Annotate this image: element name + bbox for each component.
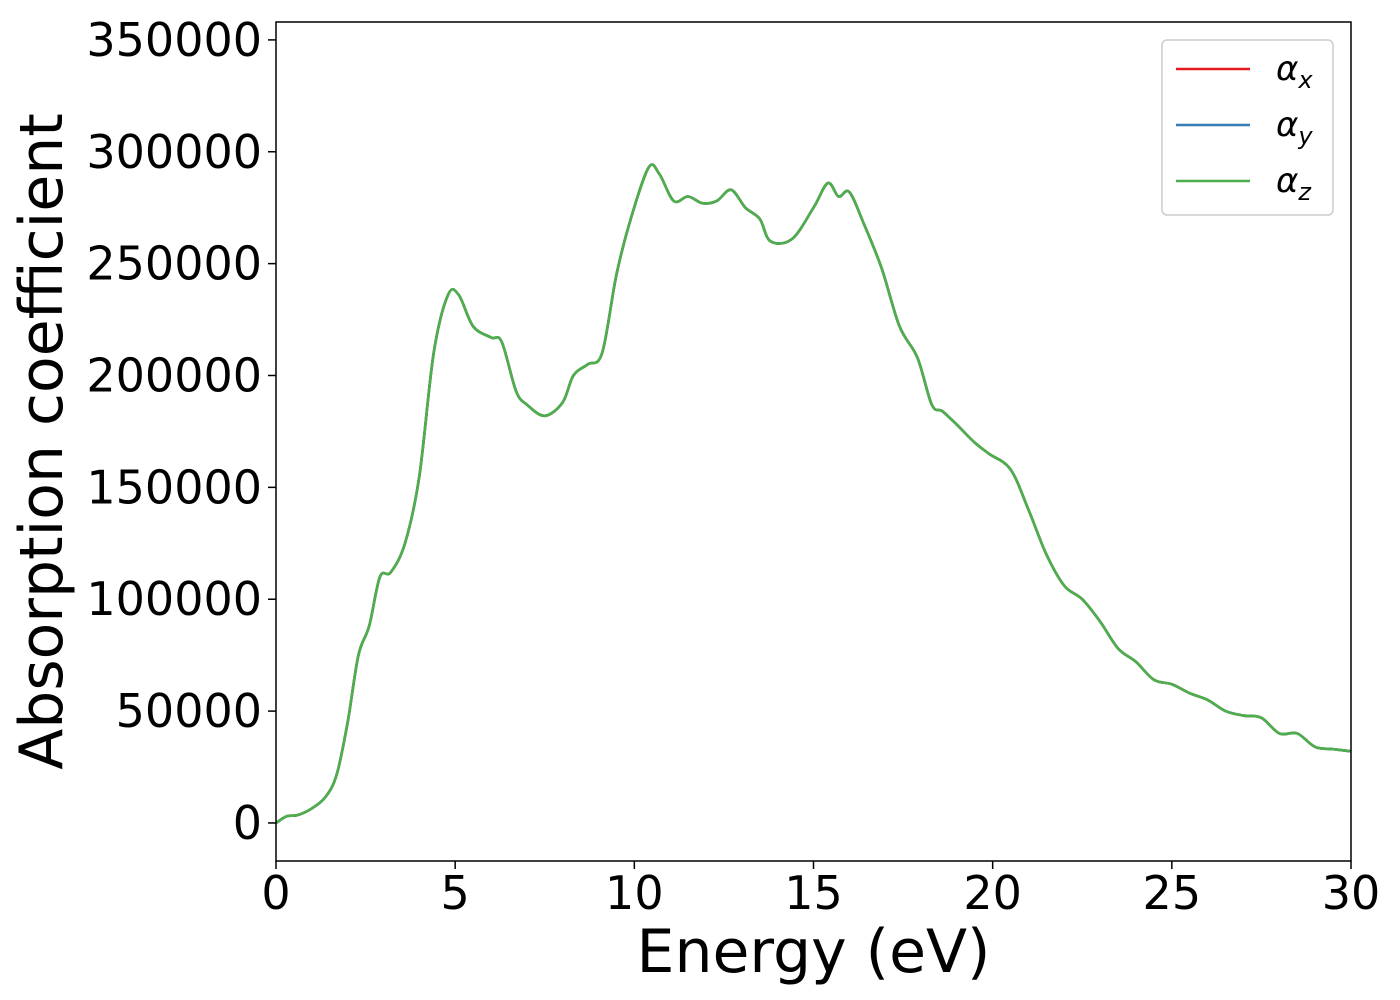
y-axis-ticks: 0 50000 100000 150000 200000 250000 300000 3500… [86,13,276,850]
x-tick-label: 5 [441,866,470,920]
legend-box [1161,39,1334,216]
y-tick-label: 350000 [86,13,262,67]
plot-area [275,21,1352,862]
x-axis-ticks: 0 5 10 15 20 25 30 [261,861,1380,920]
legend-label-x: αx [1276,49,1313,94]
series-line-z [276,163,1351,825]
x-axis-title: Energy (eV) [637,917,991,987]
y-axis-title: Absorption coefficient [7,113,77,770]
y-tick-label: 100000 [86,572,262,626]
legend-label-z: αz [1276,161,1312,206]
x-tick-label: 0 [261,866,290,920]
y-tick-label: 300000 [86,125,262,179]
y-tick-label: 150000 [86,460,262,514]
y-tick-label: 250000 [86,237,262,291]
y-tick-label: 200000 [86,348,262,402]
legend-label-y: αy [1276,105,1313,150]
x-tick-label: 10 [605,866,664,920]
x-tick-label: 25 [1143,866,1202,920]
y-tick-label: 50000 [116,684,262,738]
x-tick-label: 15 [784,866,843,920]
y-tick-label: 0 [233,796,262,850]
x-tick-label: 20 [963,866,1022,920]
series-layer [276,163,1351,825]
legend: αx αy αz [1161,39,1334,216]
x-tick-label: 30 [1322,866,1381,920]
